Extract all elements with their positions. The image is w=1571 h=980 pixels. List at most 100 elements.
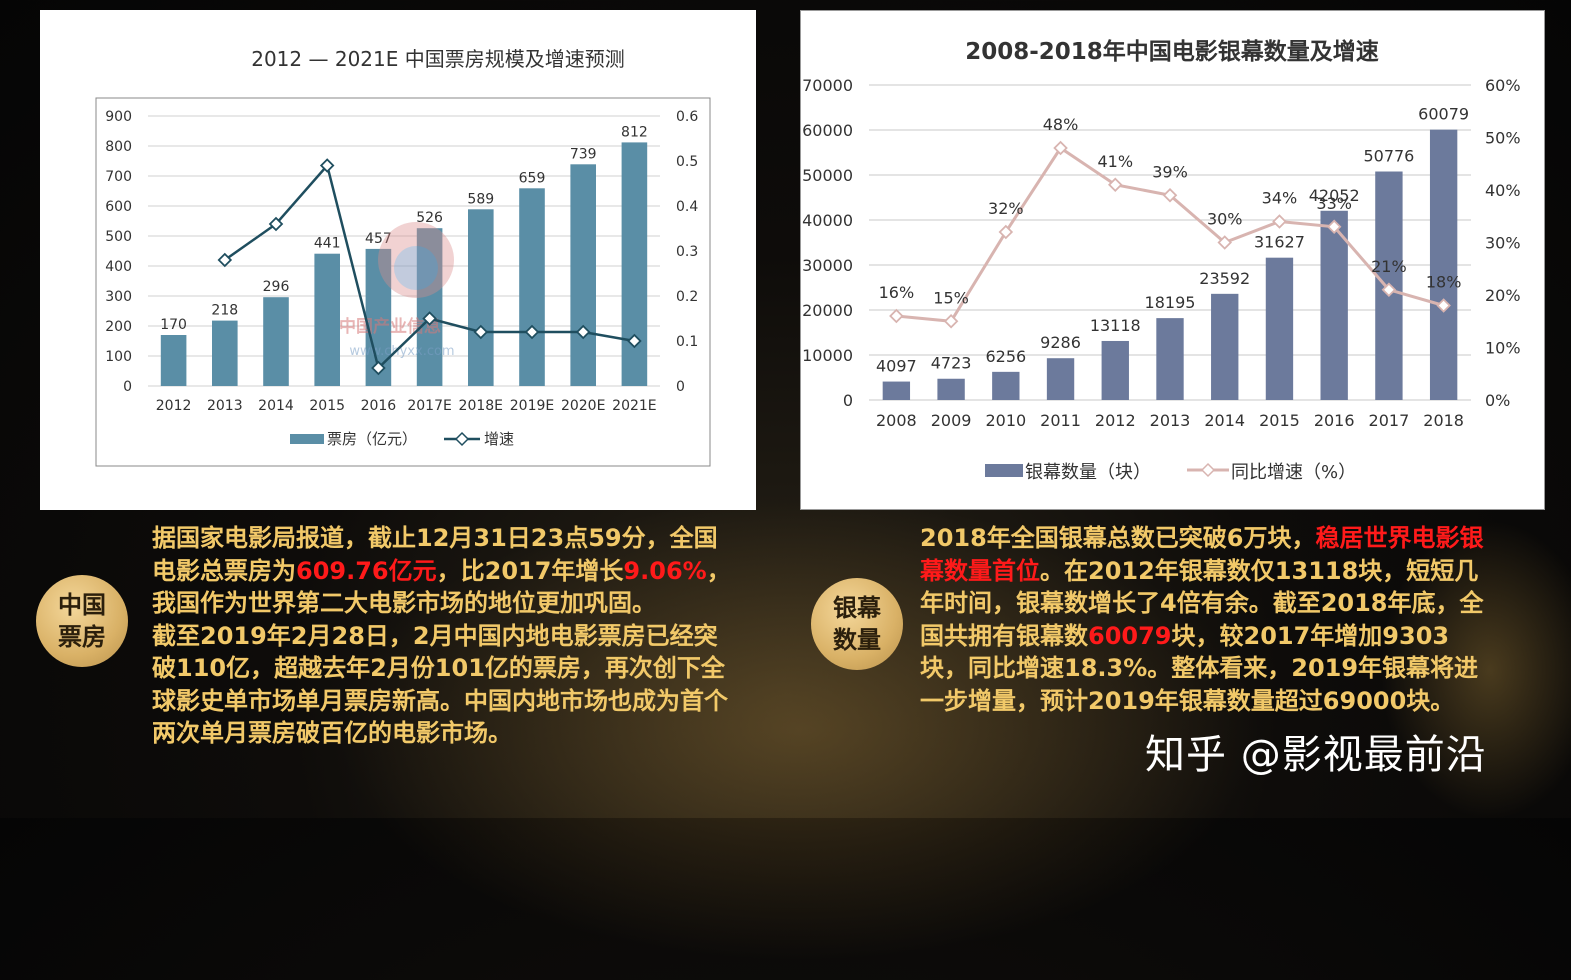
line-label: 21% xyxy=(1371,257,1407,276)
bar-labels: 170 218 296 441 457 526 589 659 739 812 xyxy=(160,124,648,333)
x-tick-label: 2018E xyxy=(459,398,503,414)
bar-label: 441 xyxy=(314,236,341,252)
x-tick-label: 2009 xyxy=(931,411,972,430)
screen-count-chart: 2008-2018年中国电影银幕数量及增速 0 10000 20000 30000 40… xyxy=(802,38,1521,483)
y-right-tick-label: 0% xyxy=(1485,391,1510,410)
growth-line xyxy=(889,140,1451,329)
line-point xyxy=(217,252,233,268)
y-left-tick-label: 20000 xyxy=(802,301,853,320)
y-right-tick-label: 40% xyxy=(1485,181,1521,200)
y-left-ticks: 0 10000 20000 30000 40000 50000 60000 70000 xyxy=(802,76,853,410)
y-right-tick-label: 0 xyxy=(676,379,685,395)
y-left-tick-label: 300 xyxy=(105,289,132,305)
x-tick-label: 2008 xyxy=(876,411,917,430)
bar xyxy=(1046,358,1075,400)
bar xyxy=(212,320,238,386)
y-right-tick-label: 10% xyxy=(1485,339,1521,358)
bar-label: 50776 xyxy=(1363,147,1414,166)
left-part-4: ，我国作为世界第二大电影市场的地位更加巩固。 xyxy=(152,556,731,618)
x-tick-labels: 2008 2009 2010 2011 2012 2013 2014 2015 2016 2017… xyxy=(876,411,1464,430)
bar-label: 4723 xyxy=(931,354,972,373)
x-tick-label: 2014 xyxy=(1204,411,1245,430)
y-left-tick-label: 800 xyxy=(105,139,132,155)
y-right-tick-label: 0.2 xyxy=(676,289,698,305)
bar xyxy=(882,381,911,400)
line-point xyxy=(268,216,284,232)
y-right-tick-label: 0.6 xyxy=(676,109,698,125)
bar-label: 6256 xyxy=(985,347,1026,366)
y-left-tick-label: 600 xyxy=(105,199,132,215)
line-point xyxy=(1217,235,1232,250)
bar-label: 13118 xyxy=(1090,316,1141,335)
screen-count-paragraph-body: 2018年全国银幕总数已突破6万块，稳居世界电影银幕数量首位。在2012年银幕数… xyxy=(920,524,1484,715)
legend-label-bar: 票房（亿元） xyxy=(327,430,417,448)
line-point xyxy=(575,324,591,340)
x-tick-label: 2013 xyxy=(1150,411,1191,430)
x-tick-labels: 2012 2013 2014 2015 2016 2017E 2018E 2019E 2020E… xyxy=(156,398,657,414)
bar-label: 4097 xyxy=(876,357,917,376)
x-tick-label: 2010 xyxy=(985,411,1026,430)
y-left-tick-label: 30000 xyxy=(802,256,853,275)
y-left-tick-label: 40000 xyxy=(802,211,853,230)
bar xyxy=(621,142,648,386)
y-right-tick-label: 30% xyxy=(1485,234,1521,253)
box-office-chart: 2012 — 2021E 中国票房规模及增速预测 0 100 200 300 400 50… xyxy=(95,47,711,467)
line-point xyxy=(1272,214,1287,229)
right-part-1: 稳居世界电影银幕数量首位 xyxy=(920,524,1484,585)
bar xyxy=(1101,340,1129,400)
line-label: 39% xyxy=(1152,162,1188,181)
bar-label: 23592 xyxy=(1199,269,1250,288)
box-office-paragraph-first: 据国家电影局报道，截止12月31日23点59分，全国电影总票房为609.76亿元… xyxy=(152,524,731,617)
line-label: 41% xyxy=(1097,152,1133,171)
x-tick-label: 2013 xyxy=(207,398,243,414)
x-tick-label: 2014 xyxy=(258,398,294,414)
y-left-tick-label: 70000 xyxy=(802,76,853,95)
right-part-3: 60079 xyxy=(1088,621,1172,650)
watermark-logo xyxy=(378,222,454,298)
zhihu-watermark: 知乎 @影视最前沿 xyxy=(1145,732,1487,778)
line-point xyxy=(1053,140,1068,156)
y-right-tick-label: 60% xyxy=(1485,76,1521,95)
right-part-4: 块，较2017年增加9303块，同比增速18.3%。整体看来，2019年银幕将进… xyxy=(920,621,1479,715)
bar-label: 659 xyxy=(519,170,546,186)
bar-label: 296 xyxy=(263,279,290,295)
line-point xyxy=(1381,282,1397,298)
line-point xyxy=(422,311,437,326)
bar xyxy=(160,335,187,386)
plot-frame xyxy=(95,97,711,467)
line-label: 16% xyxy=(879,283,915,302)
x-tick-label: 2016 xyxy=(1314,411,1355,430)
x-tick-label: 2018 xyxy=(1423,411,1464,430)
x-tick-label: 2015 xyxy=(1259,411,1300,430)
y-right-tick-label: 0.1 xyxy=(676,334,698,350)
y-right-tick-label: 20% xyxy=(1485,286,1521,305)
line-label: 15% xyxy=(933,288,969,307)
line-point xyxy=(371,360,386,376)
legend: 银幕数量（块） 同比增速（%） xyxy=(985,462,1356,483)
y-right-tick-label: 0.5 xyxy=(676,154,698,170)
box-office-badge: 中国 票房 xyxy=(36,575,128,667)
y-left-tick-label: 200 xyxy=(105,319,132,335)
bar-label: 42052 xyxy=(1309,186,1360,205)
y-left-tick-label: 400 xyxy=(105,259,132,275)
line-point xyxy=(1436,298,1451,313)
x-tick-label: 2019E xyxy=(510,398,554,414)
bar xyxy=(570,164,596,386)
y-left-tick-label: 0 xyxy=(843,391,853,410)
right-part-0: 2018年全国银幕总数已突破6万块， xyxy=(920,524,1316,552)
bar xyxy=(937,378,965,400)
bar xyxy=(1320,210,1348,400)
box-office-paragraph: 据国家电影局报道，截止12月31日23点59分，全国电影总票房为609.76亿元… xyxy=(152,522,732,750)
box-office-paragraph-second: 截至2019年2月28日，2月中国内地电影票房已经突破110亿，超越去年2月份1… xyxy=(152,621,728,748)
bars xyxy=(160,142,648,386)
bars xyxy=(882,129,1458,400)
legend-label-line: 同比增速（%） xyxy=(1231,462,1356,483)
line-labels: 16% 15% 32% 48% 41% 39% 30% 34% 33% 21% 18% xyxy=(879,115,1462,307)
y-right-tick-label: 0.3 xyxy=(676,244,698,260)
line-point xyxy=(319,158,335,173)
line-point xyxy=(1108,177,1123,193)
left-part-1: 609.76亿元 xyxy=(296,556,437,585)
line-label: 34% xyxy=(1262,189,1298,208)
watermark-logo-inner xyxy=(394,246,438,290)
bar-label: 60079 xyxy=(1418,105,1469,124)
